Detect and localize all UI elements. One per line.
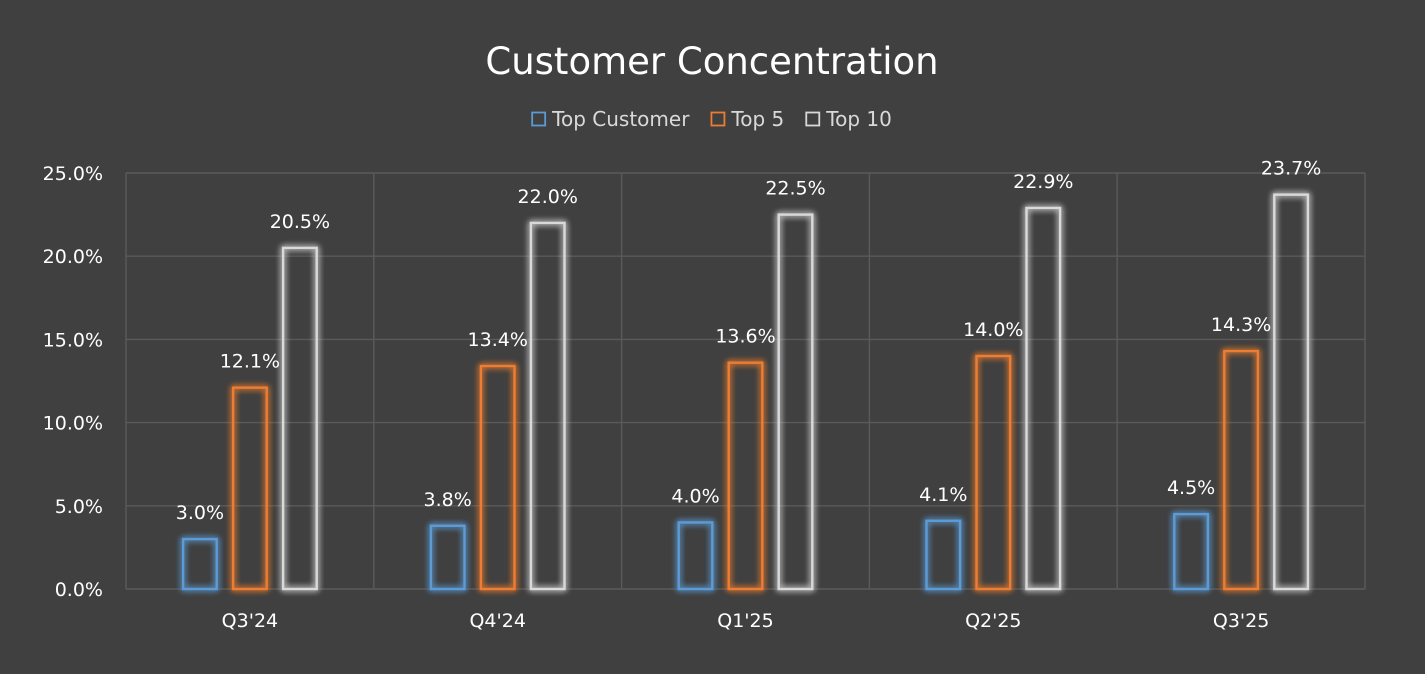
data-label: 13.4% — [468, 329, 528, 351]
data-label: 13.6% — [715, 326, 775, 348]
x-tick-label: Q4'24 — [469, 610, 525, 632]
data-label: 3.0% — [176, 502, 224, 524]
data-label: 22.9% — [1013, 171, 1073, 193]
legend-label: Top 10 — [825, 107, 892, 131]
bar-top-customer — [1173, 512, 1210, 591]
y-tick-label: 25.0% — [43, 163, 103, 185]
data-label: 12.1% — [220, 351, 280, 373]
y-tick-label: 15.0% — [43, 329, 103, 351]
data-label: 22.5% — [765, 178, 825, 200]
bar-top-customer — [925, 519, 962, 591]
bar-top-5 — [231, 386, 268, 591]
y-axis: 0.0% 5.0% 10.0% 15.0% 20.0% 25.0% — [43, 163, 103, 601]
x-tick-label: Q3'25 — [1213, 610, 1269, 632]
x-tick-label: Q2'25 — [965, 610, 1021, 632]
data-label: 14.3% — [1211, 314, 1271, 336]
x-axis: Q3'24 Q4'24 Q1'25 Q2'25 Q3'25 — [222, 610, 1270, 632]
legend-item: Top Customer — [531, 107, 690, 131]
data-label: 4.1% — [919, 484, 967, 506]
chart-legend: Top Customer Top 5 Top 10 — [531, 107, 892, 131]
grid-lines — [125, 172, 1366, 590]
y-tick-label: 5.0% — [55, 496, 103, 518]
bar-top-customer — [181, 537, 218, 591]
x-tick-label: Q1'25 — [717, 610, 773, 632]
data-labels-group: 3.0% 3.8% 4.0% 4.1% 4.5% 12.1% 13.4% 13.6% 14.0%… — [176, 158, 1322, 524]
data-label: 23.7% — [1261, 158, 1321, 180]
legend-swatch — [805, 111, 821, 127]
chart-title: Customer Concentration — [485, 40, 938, 83]
bar-top-5 — [1223, 349, 1260, 591]
data-label: 4.5% — [1167, 477, 1215, 499]
legend-label: Top Customer — [551, 107, 690, 131]
bar-top-10 — [281, 246, 318, 591]
bars-group — [181, 193, 1310, 591]
legend-swatch — [531, 111, 547, 127]
bar-top-10 — [777, 213, 814, 591]
y-tick-label: 0.0% — [55, 579, 103, 601]
y-tick-label: 10.0% — [43, 413, 103, 435]
bar-top-10 — [529, 221, 566, 591]
data-label: 4.0% — [671, 485, 719, 507]
data-label: 22.0% — [518, 186, 578, 208]
x-tick-label: Q3'24 — [222, 610, 278, 632]
legend-item: Top 5 — [710, 107, 784, 131]
bar-top-5 — [975, 354, 1012, 591]
y-tick-label: 20.0% — [43, 246, 103, 268]
legend-item: Top 10 — [805, 107, 892, 131]
bar-top-5 — [727, 361, 764, 591]
bar-top-10 — [1025, 206, 1062, 591]
bar-top-5 — [479, 364, 516, 591]
bar-top-10 — [1273, 193, 1310, 591]
bar-top-customer — [677, 521, 714, 591]
data-label: 14.0% — [963, 319, 1023, 341]
legend-swatch — [710, 111, 726, 127]
data-label: 3.8% — [424, 489, 472, 511]
bar-top-customer — [429, 524, 466, 591]
legend-label: Top 5 — [730, 107, 784, 131]
data-label: 20.5% — [270, 211, 330, 233]
